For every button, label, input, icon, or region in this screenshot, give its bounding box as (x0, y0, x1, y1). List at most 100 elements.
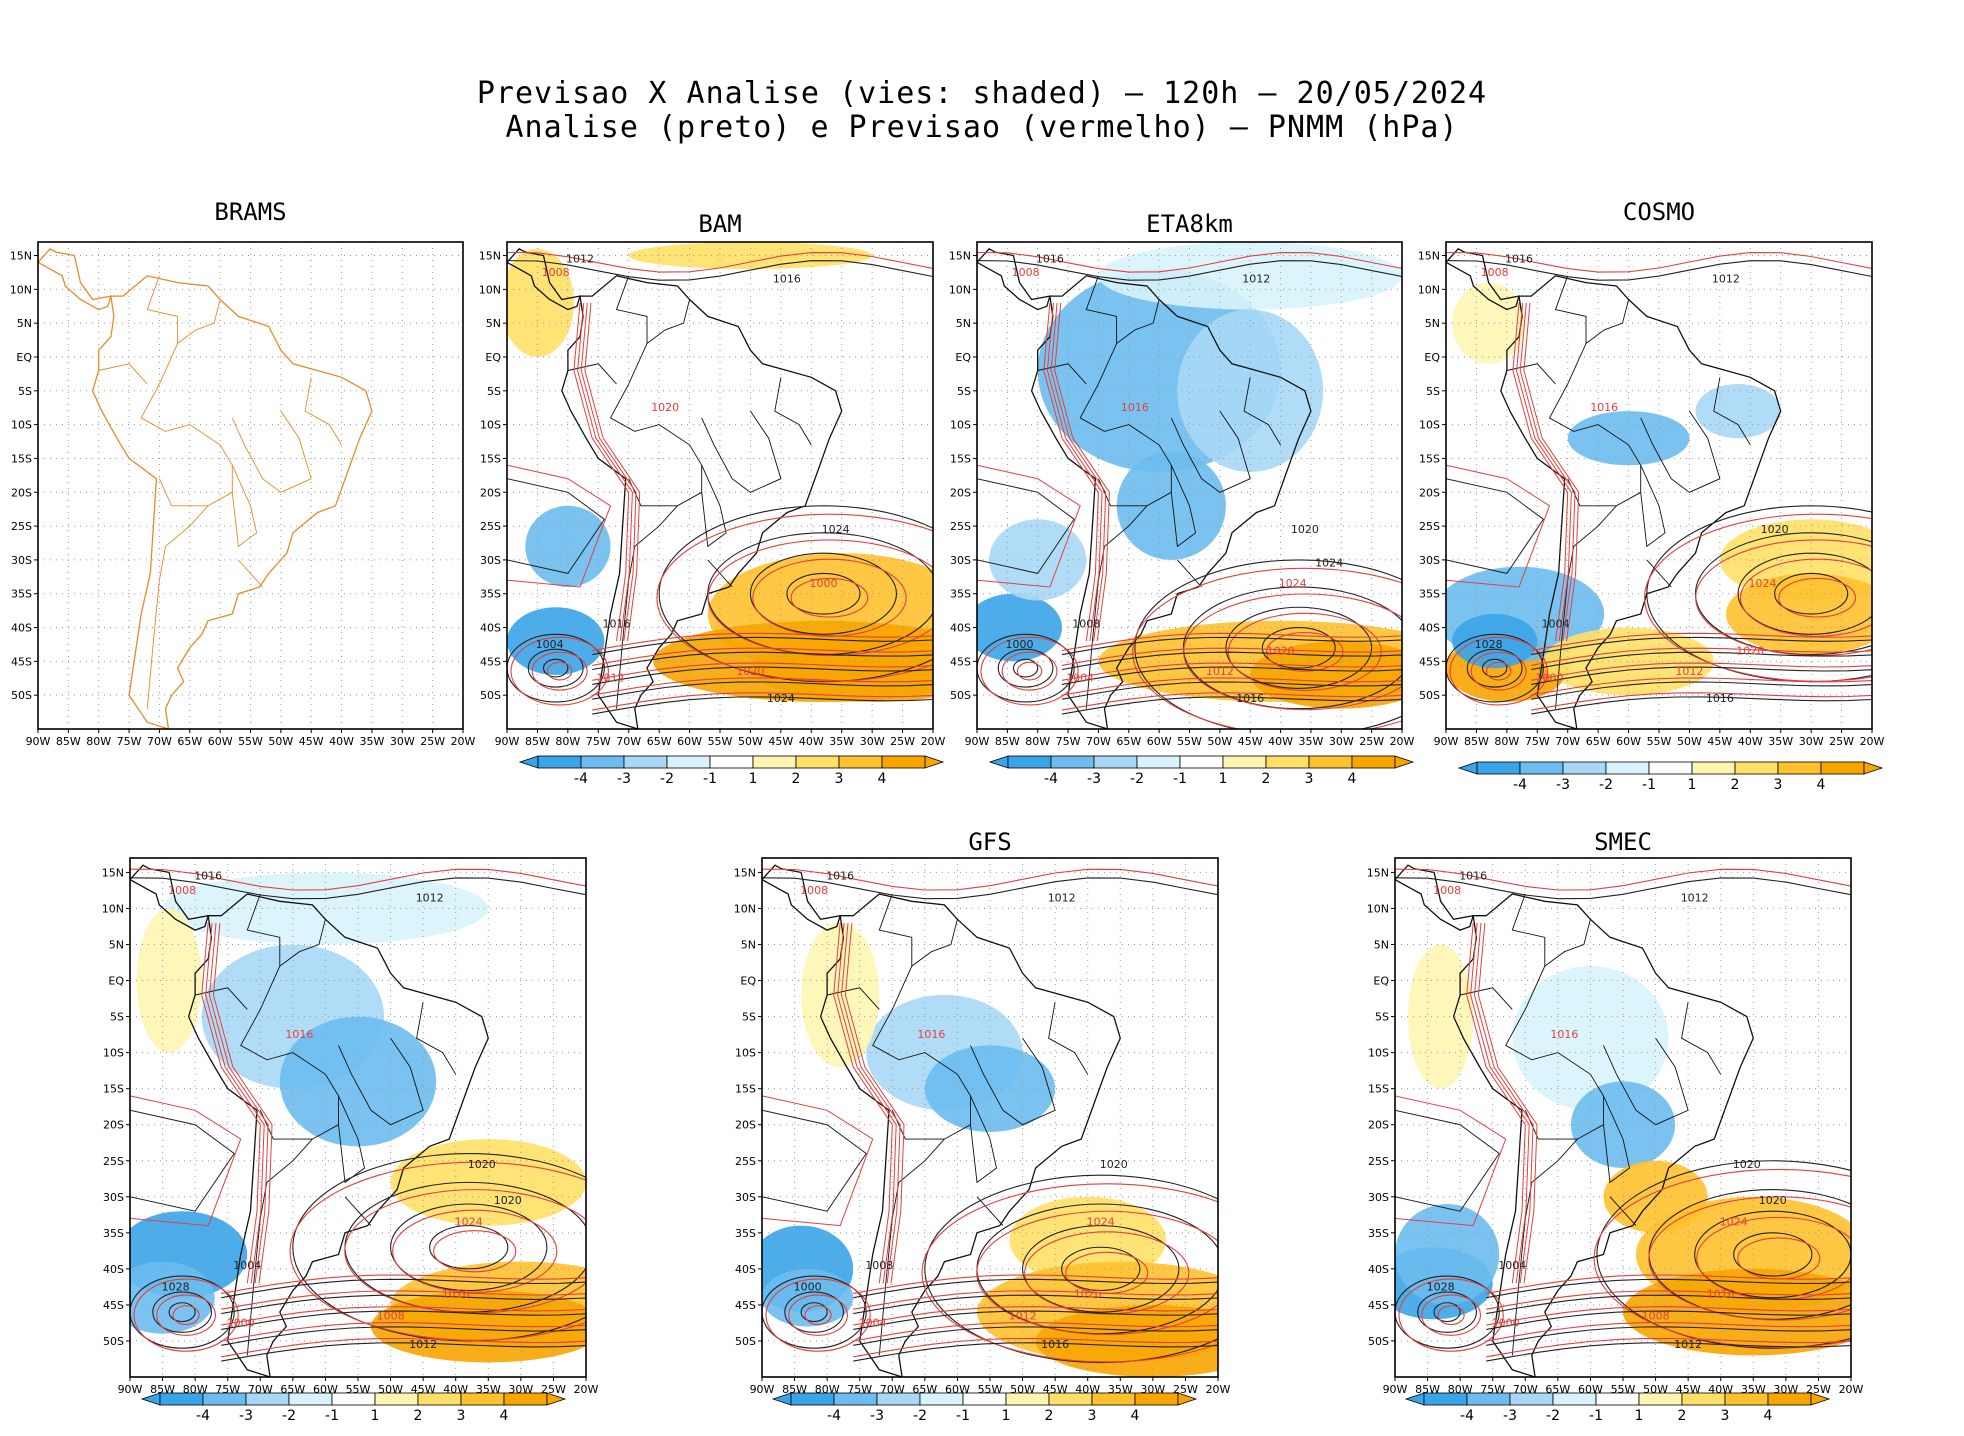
country-border (1511, 893, 1546, 1010)
isobar-label: 1012 (566, 252, 594, 265)
isobar-forecast (977, 464, 1081, 588)
isobar-forecast (510, 636, 609, 706)
isobar-forecast (1593, 1168, 1851, 1349)
colorbar-label: 2 (792, 771, 801, 787)
lat-tick-label: 25S (950, 520, 971, 533)
lat-tick-label: 5S (110, 1011, 124, 1024)
isobar-forecast (580, 302, 637, 642)
colorbar-label: 1 (1635, 1408, 1644, 1424)
isobar-label: 1024 (1279, 577, 1307, 590)
lon-tick-label: 60W (677, 735, 702, 748)
lat-tick-label: 40S (480, 622, 501, 635)
isobar-forecast (765, 1278, 871, 1352)
colorbar-label: -4 (196, 1408, 210, 1424)
country-border (911, 919, 958, 967)
lat-tick-label: 35S (735, 1227, 756, 1240)
colorbar-label: 1 (371, 1408, 380, 1424)
bias-shading (1395, 1204, 1500, 1305)
colorbar-label: 2 (1262, 771, 1271, 787)
lat-tick-label: EQ (485, 351, 501, 364)
isobar-forecast (752, 558, 907, 637)
isobar-forecast (1061, 692, 1402, 711)
colorbar-label: -1 (325, 1408, 339, 1424)
colorbar-label: -2 (282, 1408, 296, 1424)
isobar-forecast (1648, 1196, 1851, 1321)
isobar-analysis (762, 877, 1218, 900)
lat-tick-label: 30S (1419, 554, 1440, 567)
isobar-label: 1016 (285, 1028, 313, 1041)
isobar-analysis (507, 633, 605, 703)
isobar-analysis (221, 1310, 586, 1330)
isobar-label: 1028 (1427, 1281, 1455, 1294)
lon-tick-label: 40W (1738, 735, 1763, 748)
colorbar-segment (1423, 1392, 1468, 1406)
isobar-analysis (1433, 1302, 1461, 1323)
bias-shading (279, 1016, 437, 1147)
lon-tick-label: 65W (1586, 735, 1611, 748)
lon-tick-label: 30W (1329, 735, 1354, 748)
isobar-analysis (977, 633, 1075, 703)
isobar-label: 1008 (1012, 266, 1040, 279)
lat-tick-label: 10S (480, 419, 501, 432)
colorbar-label: -2 (1130, 771, 1144, 787)
colorbar-label: 2 (1678, 1408, 1687, 1424)
colorbar-label: 4 (500, 1408, 509, 1424)
lat-tick-label: 30S (11, 554, 32, 567)
lat-tick-label: 25S (735, 1155, 756, 1168)
colorbar-extend-high (546, 1392, 567, 1406)
country-border (701, 410, 782, 493)
isobar-label: 1012 (1681, 891, 1709, 904)
isobar-analysis (1395, 877, 1851, 900)
lat-tick-label: 35S (103, 1227, 124, 1240)
isobar-label: 1020 (1736, 645, 1764, 658)
country-border (98, 363, 148, 385)
isobar-forecast (1531, 647, 1872, 666)
isobar-forecast (507, 464, 612, 588)
panel-title-gfs: GFS (968, 828, 1012, 856)
lat-tick-label: 20S (950, 486, 971, 499)
isobar-forecast (205, 922, 265, 1284)
isobar-analysis (1596, 1160, 1851, 1349)
lon-tick-label: 90W (965, 735, 990, 748)
isobar-forecast (289, 1161, 586, 1341)
isobar-forecast (1446, 464, 1551, 588)
lat-tick-label: EQ (740, 975, 756, 988)
lon-tick-label: 25W (890, 735, 915, 748)
isobar-label: 1008 (1481, 266, 1509, 279)
country-border (615, 275, 648, 385)
isobar-analysis (1737, 552, 1872, 635)
isobar-analysis (1733, 1232, 1813, 1277)
country-border (1603, 1037, 1689, 1126)
isobar-label: 1012 (416, 891, 444, 904)
panel-title-eta: ETA8km (1146, 210, 1233, 238)
isobar-analysis (1531, 651, 1872, 671)
isobar-analysis (853, 1342, 1218, 1362)
isobar-forecast (221, 1337, 586, 1358)
isobar-forecast (344, 1189, 586, 1314)
isobar-forecast (208, 922, 269, 1284)
isobar-analysis (977, 478, 1075, 574)
colorbar-label: 4 (878, 771, 887, 787)
isobar-analysis (1012, 658, 1039, 678)
lat-tick-label: 30S (103, 1191, 124, 1204)
country-border (231, 465, 258, 548)
isobar-forecast (156, 1294, 216, 1336)
country-border (279, 919, 326, 967)
isobar-forecast (1395, 868, 1851, 891)
bias-shading (507, 248, 574, 357)
colorbar-label: -4 (1460, 1408, 1474, 1424)
lon-tick-label: 80W (1494, 735, 1519, 748)
isobar-label: 1012 (1674, 1338, 1702, 1351)
colorbar-label: 3 (1721, 1408, 1730, 1424)
isobar-forecast (133, 1278, 239, 1352)
colorbar-segment (1767, 1392, 1812, 1406)
lat-tick-label: 25S (1368, 1155, 1389, 1168)
isobar-label: 1024 (1315, 557, 1343, 570)
coastline (1030, 275, 1312, 729)
isobar-forecast (592, 677, 933, 696)
